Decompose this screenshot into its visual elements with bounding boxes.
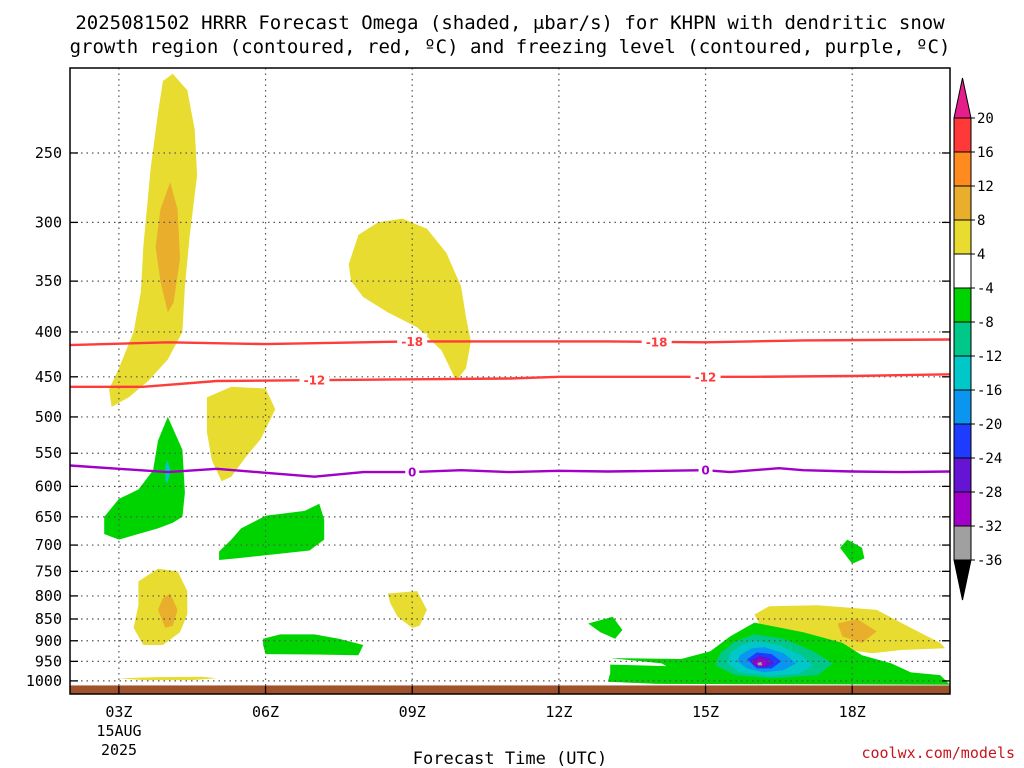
colorbar-label-4: 4 — [977, 247, 985, 263]
omega-region-3 — [348, 218, 471, 381]
y-tick-label-850: 850 — [35, 610, 62, 628]
contour-label--18: -18 — [401, 335, 423, 349]
colorbar-bin — [953, 151, 972, 187]
contour-line--18 — [69, 338, 951, 347]
temperature-contours: -18 -18 -12 -12 0 0 — [69, 333, 951, 481]
omega-region-16 — [837, 619, 877, 643]
colorbar-bin — [953, 287, 972, 323]
terrain-fill — [70, 685, 950, 694]
contour-label--12: -12 — [304, 374, 326, 388]
omega-region-5 — [104, 416, 185, 540]
colorbar-label-8: 8 — [977, 213, 985, 229]
contour-label-0: 0 — [408, 466, 416, 480]
x-tick-label-12Z: 12Z — [545, 703, 572, 721]
contour-line--12 — [70, 373, 951, 388]
colorbar-bin — [953, 525, 972, 561]
y-tick-label-450: 450 — [35, 368, 62, 386]
omega-region-1 — [109, 73, 198, 407]
x-tick-label-18Z: 18Z — [839, 703, 866, 721]
y-tick-label-900: 900 — [35, 632, 62, 650]
y-tick-label-400: 400 — [35, 323, 62, 341]
colorbar-bin — [953, 491, 972, 527]
contour-label-bg — [641, 333, 672, 350]
colorbar-label-12: 12 — [977, 179, 994, 195]
x-tick-label-03Z: 03Z — [105, 703, 132, 721]
shaded-omega-regions — [104, 73, 950, 685]
y-tick-label-750: 750 — [35, 562, 62, 580]
colorbar-bin — [953, 117, 972, 153]
y-tick-label-250: 250 — [35, 144, 62, 162]
y-tick-label-300: 300 — [35, 213, 62, 231]
omega-region-12 — [263, 634, 364, 656]
omega-region-2 — [155, 182, 180, 313]
y-tick-label-800: 800 — [35, 587, 62, 605]
colorbar-label--28: -28 — [977, 485, 1002, 501]
contour-label-bg — [405, 464, 420, 481]
plot-frame — [69, 67, 951, 695]
colorbar-bin — [953, 355, 972, 391]
terrain-strip — [70, 685, 950, 694]
grid-lines — [70, 68, 950, 694]
omega-region-11 — [387, 591, 427, 628]
colorbar-label--24: -24 — [977, 451, 1002, 467]
colorbar-bin — [953, 389, 972, 425]
x-axis-ticks: 03Z 06Z 09Z 12Z 15Z 18Z — [105, 686, 866, 721]
x-date-year: 2025 — [101, 741, 137, 759]
x-date-day: 15AUG — [96, 722, 141, 740]
colorbar-label--12: -12 — [977, 349, 1002, 365]
colorbar-label--4: -4 — [977, 281, 994, 297]
colorbar-over-arrow — [953, 77, 972, 119]
omega-region-10 — [118, 676, 217, 681]
colorbar-bin — [953, 253, 972, 289]
omega-region-7 — [219, 503, 325, 560]
colorbar-label--36: -36 — [977, 553, 1002, 569]
colorbar-bin — [953, 423, 972, 459]
y-tick-label-950: 950 — [35, 652, 62, 670]
contour-label-0: 0 — [701, 464, 709, 478]
omega-region-14 — [840, 539, 865, 564]
y-tick-label-350: 350 — [35, 272, 62, 290]
y-tick-label-600: 600 — [35, 477, 62, 495]
x-tick-label-15Z: 15Z — [692, 703, 719, 721]
contour-label-bg — [698, 462, 713, 479]
colorbar-under-arrow — [953, 559, 972, 601]
omega-region-9 — [158, 593, 178, 628]
y-axis-ticks: 250 300 350 400 450 500 550 600 650 700 750 800 850 9… — [26, 144, 950, 690]
colorbar: 20 16 12 8 4 -4 -8 -12 -16 -20 -24 -28 -32 -36 — [953, 77, 1002, 601]
x-tick-label-09Z: 09Z — [399, 703, 426, 721]
x-tick-label-06Z: 06Z — [252, 703, 279, 721]
contour-label-bg — [690, 368, 721, 385]
colorbar-label--16: -16 — [977, 383, 1002, 399]
colorbar-label--32: -32 — [977, 519, 1002, 535]
colorbar-bin — [953, 321, 972, 357]
omega-region-24 — [757, 661, 763, 666]
colorbar-label--20: -20 — [977, 417, 1002, 433]
contour-line-0 — [69, 464, 951, 478]
contour-label-bg — [299, 372, 330, 389]
omega-region-13 — [588, 616, 623, 639]
y-tick-label-550: 550 — [35, 444, 62, 462]
colorbar-bin — [953, 219, 972, 255]
colorbar-bin — [953, 185, 972, 221]
colorbar-bin — [953, 457, 972, 493]
chart-title-line1: 2025081502 HRRR Forecast Omega (shaded, … — [75, 12, 945, 34]
y-tick-label-1000: 1000 — [26, 672, 62, 690]
colorbar-label-16: 16 — [977, 145, 994, 161]
colorbar-label--8: -8 — [977, 315, 994, 331]
contour-label-bg — [397, 333, 428, 350]
omega-region-4 — [206, 386, 276, 482]
y-tick-label-500: 500 — [35, 408, 62, 426]
x-axis-label: Forecast Time (UTC) — [413, 749, 607, 768]
y-tick-label-650: 650 — [35, 508, 62, 526]
y-tick-label-700: 700 — [35, 536, 62, 554]
contour-label--18: -18 — [646, 335, 668, 349]
contour-label--12: -12 — [695, 370, 717, 384]
watermark: coolwx.com/models — [861, 744, 1015, 762]
colorbar-label-20: 20 — [977, 111, 994, 127]
chart-title-line2: growth region (contoured, red, ºC) and f… — [70, 36, 951, 58]
